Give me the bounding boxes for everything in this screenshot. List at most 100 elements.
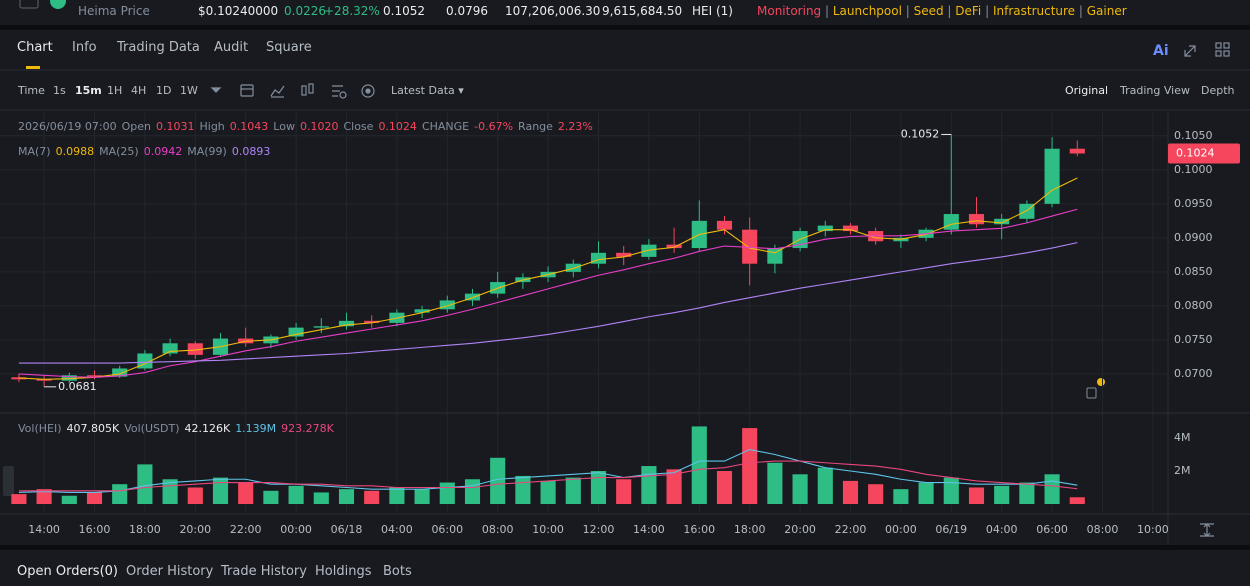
field-label: Range bbox=[518, 120, 553, 133]
y-tick-label: 0.1050 bbox=[1174, 129, 1213, 142]
top-bar bbox=[0, 0, 1250, 25]
volume-bar bbox=[338, 489, 355, 504]
interval[interactable]: Time bbox=[18, 84, 45, 97]
volume-legend: Vol(HEI) 407.805K Vol(USDT) 42.126K 1.139M 92… bbox=[18, 422, 339, 435]
field-label: High bbox=[199, 120, 225, 133]
volume-bar bbox=[187, 487, 203, 504]
candle-body bbox=[61, 375, 77, 381]
y-tick-label: 0.0750 bbox=[1174, 333, 1213, 346]
volume-bar bbox=[389, 487, 405, 504]
volume-bar bbox=[943, 477, 959, 504]
x-tick-label: 06/18 bbox=[331, 523, 363, 536]
ma-value: 0.0942 bbox=[143, 145, 183, 158]
tag[interactable]: Gainer bbox=[1086, 4, 1127, 18]
toolbar-icons[interactable] bbox=[210, 42, 1230, 537]
tag[interactable]: Seed bbox=[913, 4, 944, 18]
ai-button[interactable]: Ai bbox=[1153, 43, 1169, 59]
interval[interactable]: 4H bbox=[131, 84, 147, 97]
interval[interactable]: 1s bbox=[53, 84, 66, 97]
x-tick-label: 22:00 bbox=[230, 523, 262, 536]
volume-bar bbox=[565, 477, 581, 504]
price-label-box bbox=[1168, 143, 1240, 164]
tab[interactable]: Audit bbox=[214, 40, 249, 55]
alert-dot bbox=[1097, 378, 1105, 386]
candle-body bbox=[464, 293, 481, 301]
separator: | bbox=[981, 4, 993, 18]
volume-bar bbox=[238, 482, 254, 504]
ma-name: MA(7) bbox=[18, 145, 51, 158]
volume-ma-line bbox=[18, 448, 1078, 493]
data-menu[interactable]: Latest Data ▾ bbox=[391, 84, 464, 97]
interval[interactable]: 1H bbox=[107, 84, 123, 97]
candle-body bbox=[968, 214, 985, 225]
x-tick-label: 16:00 bbox=[79, 523, 111, 536]
tab[interactable]: Trading Data bbox=[117, 40, 200, 55]
ma-legend: MA(7) 0.0988 MA(25) 0.0942 MA(99) 0.0893 bbox=[18, 145, 275, 158]
interval[interactable]: 15m bbox=[75, 84, 102, 97]
favorite-icon[interactable] bbox=[19, 0, 39, 9]
tag[interactable]: Monitoring bbox=[757, 4, 822, 18]
tab[interactable]: Chart bbox=[17, 40, 53, 55]
separator: | bbox=[821, 4, 833, 18]
vol-value: 42.126K bbox=[184, 422, 231, 435]
orders-panel bbox=[0, 550, 1250, 586]
x-tick-label: 20:00 bbox=[179, 523, 211, 536]
volume-bar bbox=[263, 490, 279, 504]
candle-body bbox=[1069, 148, 1085, 154]
tab[interactable]: Square bbox=[266, 40, 312, 55]
pane-handle[interactable] bbox=[3, 466, 14, 496]
vol-value: 923.278K bbox=[281, 422, 334, 435]
candle-body bbox=[590, 252, 607, 264]
x-tick-label: 16:00 bbox=[683, 523, 715, 536]
tag[interactable]: DeFi bbox=[955, 4, 982, 18]
y-tick-label: 0.0800 bbox=[1174, 299, 1213, 312]
volume-bar bbox=[893, 489, 909, 504]
vol-name: Vol(USDT) bbox=[124, 422, 180, 435]
candle-body bbox=[313, 326, 329, 328]
view-option[interactable]: Depth bbox=[1201, 84, 1235, 97]
volume-bar bbox=[742, 428, 758, 504]
volume-bar bbox=[968, 487, 985, 504]
price-change-pct: +28.32% bbox=[324, 4, 380, 18]
separator: | bbox=[943, 4, 956, 18]
volume-bar bbox=[691, 426, 707, 504]
field-label: Close bbox=[343, 120, 374, 133]
interval[interactable]: 1W bbox=[180, 84, 198, 97]
order-tab[interactable]: Bots bbox=[383, 564, 412, 579]
volume-bar bbox=[792, 474, 808, 504]
field-value: 2.23% bbox=[557, 120, 593, 133]
tag[interactable]: Infrastructure bbox=[992, 4, 1076, 18]
candle-body bbox=[994, 218, 1010, 225]
volume-ma-line bbox=[18, 460, 1078, 492]
ma-line bbox=[18, 177, 1078, 380]
vol-value: 407.805K bbox=[66, 422, 120, 435]
volume-bar bbox=[1069, 497, 1085, 504]
candle-body bbox=[288, 327, 304, 337]
order-tab[interactable]: Trade History bbox=[221, 564, 307, 579]
vol-name: Vol(HEI) bbox=[18, 422, 62, 435]
volume-bar bbox=[767, 462, 783, 504]
order-tab[interactable]: Order History bbox=[126, 564, 214, 579]
volume-bar bbox=[817, 467, 833, 504]
view-option[interactable]: Trading View bbox=[1120, 84, 1190, 97]
x-tick-label: 06/19 bbox=[935, 523, 967, 536]
tab[interactable]: Info bbox=[72, 40, 97, 55]
order-tab[interactable]: Holdings bbox=[315, 564, 372, 579]
y-tick-label: 0.0950 bbox=[1174, 197, 1213, 210]
candle-body bbox=[666, 244, 682, 249]
active-tab-underline bbox=[26, 66, 40, 69]
volume-bar bbox=[918, 482, 934, 504]
candle-body bbox=[742, 229, 758, 264]
view-option[interactable]: Original bbox=[1065, 84, 1109, 97]
separator: | bbox=[901, 4, 914, 18]
current-price: 0.1024 bbox=[1176, 146, 1215, 159]
volume-bar bbox=[641, 466, 657, 504]
order-tab[interactable]: Open Orders(0) bbox=[17, 564, 118, 579]
ma-line bbox=[18, 208, 1078, 378]
interval[interactable]: 1D bbox=[156, 84, 172, 97]
volume-bar bbox=[439, 482, 455, 504]
y-tick-label: 0.0850 bbox=[1174, 265, 1213, 278]
notes-icon[interactable] bbox=[1086, 387, 1097, 399]
volume-bar bbox=[288, 485, 304, 504]
tag[interactable]: Launchpool bbox=[832, 4, 902, 18]
